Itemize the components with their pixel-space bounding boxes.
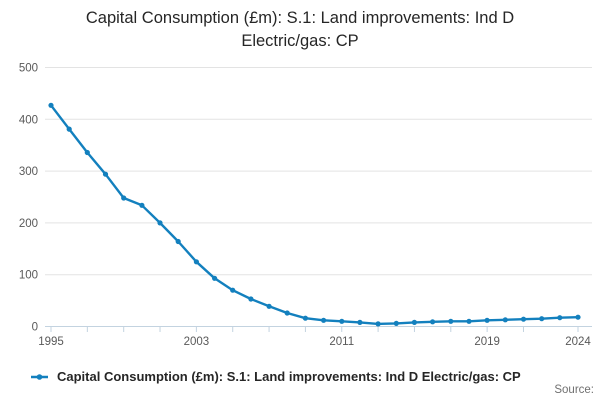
- data-point: [157, 220, 163, 226]
- data-point: [102, 171, 109, 177]
- y-axis-tick-label: 400: [19, 114, 38, 126]
- legend: Capital Consumption (£m): S.1: Land impr…: [30, 369, 521, 384]
- data-point: [66, 126, 72, 132]
- data-point: [302, 315, 308, 321]
- legend-line-marker-icon: [31, 373, 48, 380]
- chart-title-line2: Electric/gas: CP: [241, 32, 359, 50]
- data-point: [466, 318, 472, 324]
- data-point: [212, 275, 218, 281]
- data-point: [411, 319, 417, 325]
- x-axis-tick-label: 2003: [184, 336, 210, 348]
- y-axis-tick-label: 500: [19, 63, 38, 75]
- chart-title-line1: Capital Consumption (£m): S.1: Land impr…: [85, 9, 515, 27]
- x-axis-tick-label: 2024: [565, 336, 591, 348]
- data-point: [248, 296, 254, 302]
- source-label: Source:: [554, 384, 594, 396]
- data-series-line: [49, 104, 580, 326]
- data-point: [357, 319, 363, 325]
- data-point: [520, 316, 527, 322]
- data-point: [321, 317, 327, 323]
- data-point: [502, 317, 508, 323]
- data-point: [448, 318, 454, 324]
- data-point: [557, 315, 563, 321]
- data-point: [48, 102, 54, 108]
- data-point: [393, 320, 399, 326]
- data-point: [230, 287, 236, 293]
- y-axis-tick-label: 100: [19, 270, 38, 282]
- x-axis-tick-label: 2019: [474, 336, 500, 348]
- y-axis-tick-label: 200: [19, 218, 38, 230]
- y-axis-tick-label: 300: [19, 166, 38, 178]
- y-axis-tick-label: 0: [32, 322, 38, 334]
- data-point: [375, 321, 381, 327]
- x-axis-tick-label: 1995: [38, 336, 64, 348]
- chart-title: Capital Consumption (£m): S.1: Land impr…: [0, 7, 600, 53]
- data-point: [484, 317, 490, 323]
- data-point: [139, 202, 145, 208]
- x-axis-tick-label: 2011: [329, 336, 354, 348]
- data-point: [175, 238, 181, 245]
- data-point: [430, 319, 436, 325]
- legend-label: Capital Consumption (£m): S.1: Land impr…: [57, 369, 521, 384]
- data-point: [284, 310, 290, 316]
- data-point: [193, 259, 199, 265]
- data-point: [266, 303, 272, 309]
- data-point: [121, 195, 127, 201]
- data-point: [575, 314, 581, 320]
- data-point: [84, 149, 90, 156]
- data-point: [539, 316, 545, 322]
- data-point: [339, 318, 345, 324]
